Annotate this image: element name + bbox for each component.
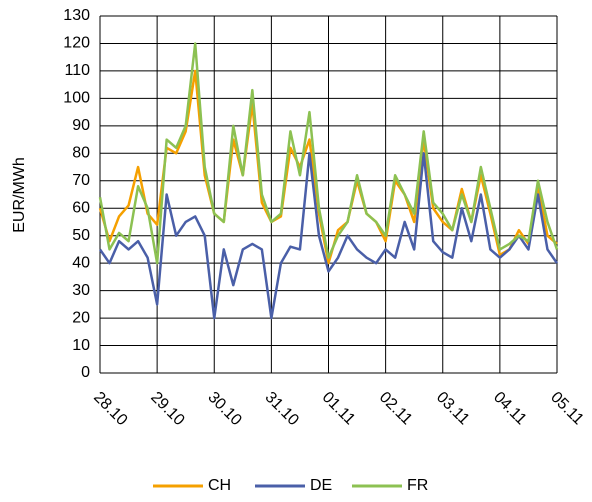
y-tick-label: 30 xyxy=(72,282,90,299)
x-tick-label: 31.10 xyxy=(262,389,302,429)
x-tick-label: 04.11 xyxy=(490,389,530,429)
y-tick-label: 20 xyxy=(72,309,90,326)
y-tick-label: 100 xyxy=(63,90,90,107)
x-tick-label: 02.11 xyxy=(376,389,416,429)
x-tick-label: 28.10 xyxy=(90,389,130,429)
legend-label: DE xyxy=(310,477,332,494)
series-line xyxy=(98,152,559,320)
y-axis-label: EUR/MWh xyxy=(11,157,28,233)
y-tick-label: 50 xyxy=(72,227,90,244)
legend-label: CH xyxy=(208,477,231,494)
y-tick-label: 90 xyxy=(72,117,90,134)
y-tick-label: 120 xyxy=(63,35,90,52)
series-line xyxy=(98,69,558,265)
y-tick-label: 80 xyxy=(72,145,90,162)
y-tick-label: 60 xyxy=(72,199,90,216)
y-tick-label: 130 xyxy=(63,7,90,24)
x-tick-label: 01.11 xyxy=(319,389,359,429)
y-tick-label: 110 xyxy=(64,62,90,79)
x-tick-label: 05.11 xyxy=(547,389,587,429)
series-line xyxy=(98,42,559,265)
legend-label: FR xyxy=(407,477,428,494)
y-tick-label: 10 xyxy=(72,337,90,354)
x-tick-label: 03.11 xyxy=(433,389,473,429)
y-tick-label: 40 xyxy=(72,254,90,271)
x-tick-label: 29.10 xyxy=(147,389,187,429)
y-tick-label: 70 xyxy=(72,172,90,189)
y-tick-label: 0 xyxy=(81,364,90,381)
x-tick-label: 30.10 xyxy=(204,389,244,429)
